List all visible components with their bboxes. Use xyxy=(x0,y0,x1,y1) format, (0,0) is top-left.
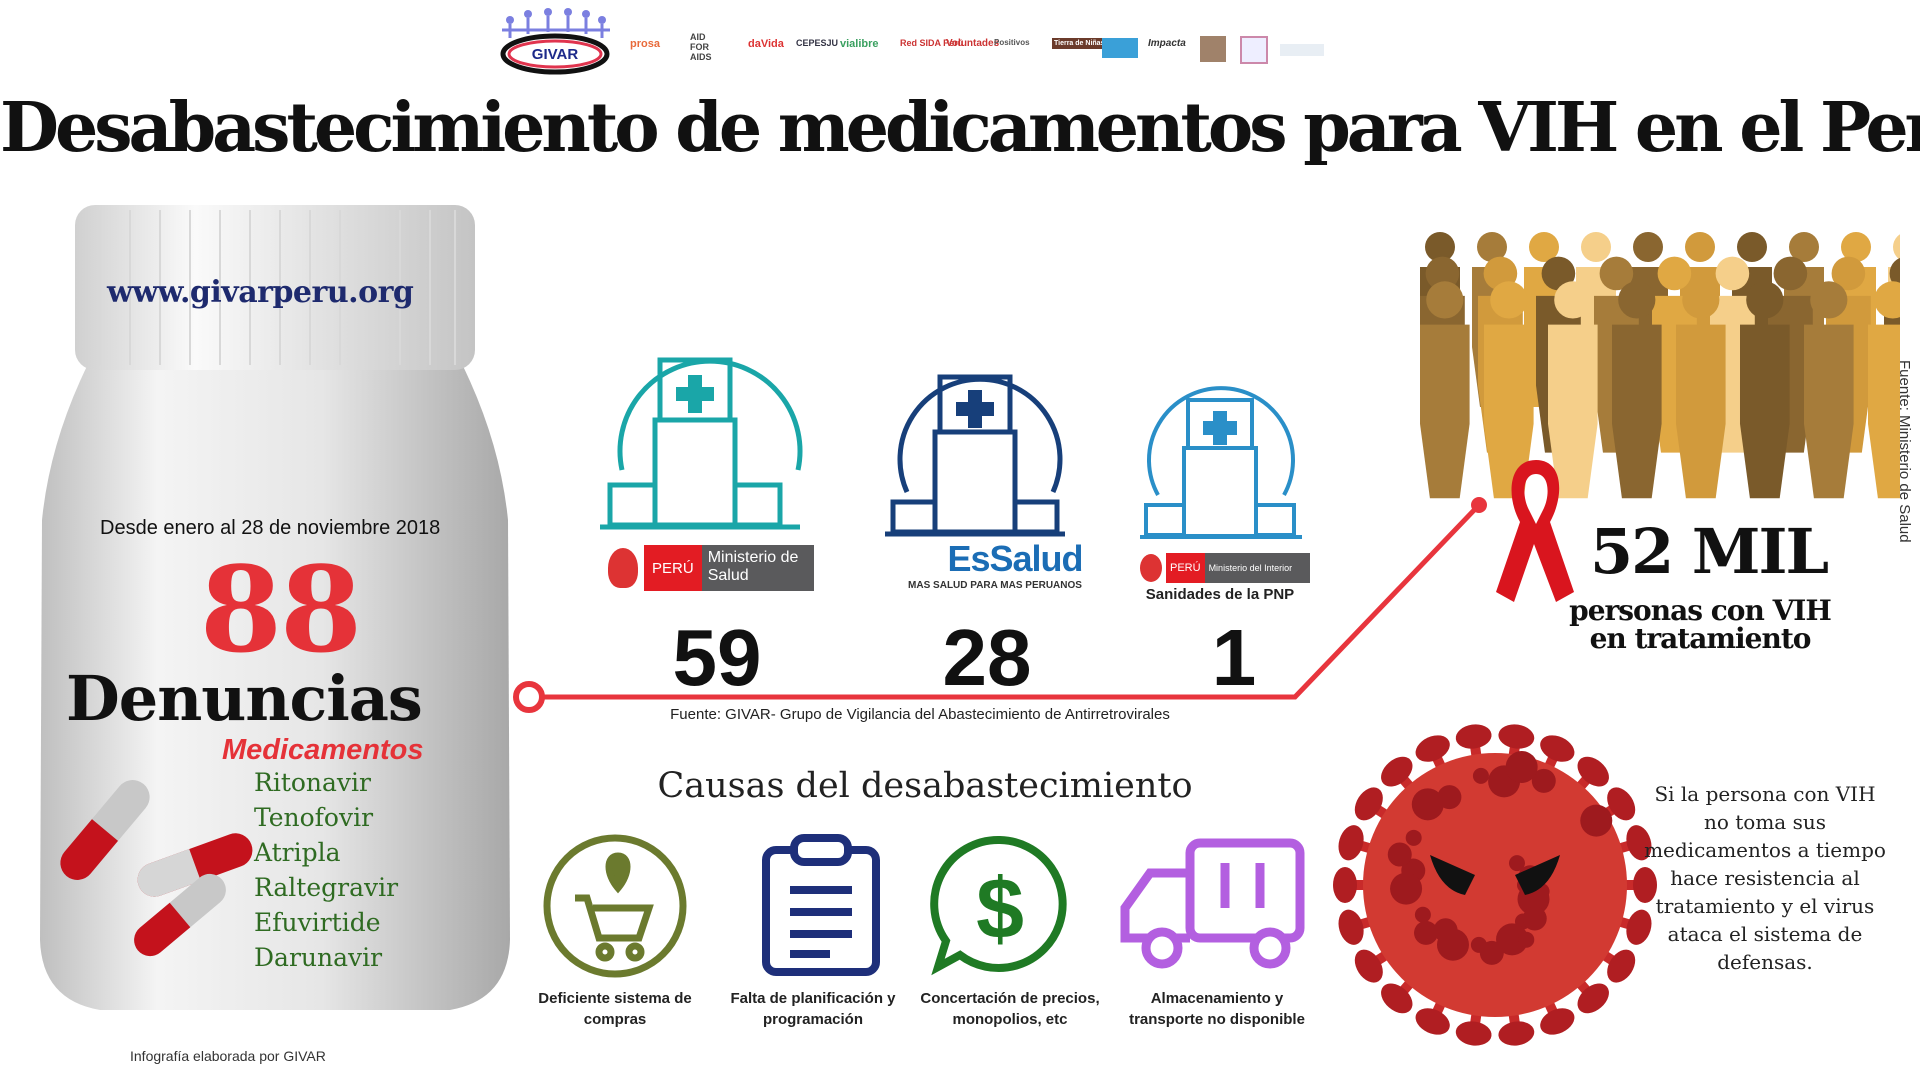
givar-logo: GIVAR xyxy=(500,8,610,75)
credit-text: Infografía elaborada por GIVAR xyxy=(130,1048,326,1064)
medication-item: Efuvirtide xyxy=(254,908,381,937)
complaints-count: 88 xyxy=(199,540,362,679)
virus-spot xyxy=(1472,767,1489,784)
truck-icon xyxy=(1120,838,1305,969)
cause-label: Falta de planificación y programación xyxy=(730,990,896,1028)
medication-item: Tenofovir xyxy=(254,803,374,832)
partner-logo: Impacta xyxy=(1148,38,1186,49)
essalud-logo: EsSalud MAS SALUD PARA MAS PERUANOS xyxy=(900,538,1090,591)
people-count: 52 MIL xyxy=(1590,515,1829,588)
hospital-icon-minsa xyxy=(600,357,803,530)
complaints-label: Denuncias xyxy=(66,662,423,735)
cause-label: Concertación de precios, monopolios, etc xyxy=(920,990,1100,1028)
virus-spot xyxy=(1414,920,1439,945)
virus-spot xyxy=(1411,788,1444,821)
person-icon xyxy=(1548,281,1598,499)
partner-logo: Positivos xyxy=(994,38,1030,47)
virus-spot xyxy=(1496,923,1529,956)
people-label: personas con VIH en tratamiento xyxy=(1550,597,1850,653)
virus-spot xyxy=(1531,768,1556,793)
causes-heading: Causas del desabastecimiento xyxy=(657,766,1193,806)
source-givar: Fuente: GIVAR- Grupo de Vigilancia del A… xyxy=(670,706,1170,723)
website-url[interactable]: www.givarperu.org xyxy=(107,275,414,310)
partner-logo xyxy=(1102,38,1138,58)
partner-logo: AID FOR AIDS xyxy=(690,32,712,62)
minsa-logo: PERÚ Ministerio de Salud xyxy=(608,545,814,591)
partner-logo xyxy=(1240,36,1268,64)
essalud-count: 28 xyxy=(942,613,1032,702)
partner-logo: prosa xyxy=(630,38,660,50)
virus-spot xyxy=(1505,750,1538,783)
source-minsa: Fuente: Ministerio de Salud xyxy=(1896,360,1913,543)
minsa-name: Ministerio de Salud xyxy=(701,545,814,591)
pills-icon xyxy=(60,780,253,957)
virus-spot xyxy=(1522,906,1547,931)
hospitals-illustration xyxy=(600,357,1302,539)
peru-coat-of-arms-icon xyxy=(1140,554,1162,582)
partner-logo: Tierra de Niñas xyxy=(1052,38,1107,49)
person-icon xyxy=(1612,281,1662,499)
essalud-tagline: MAS SALUD PARA MAS PERUANOS xyxy=(908,580,1082,591)
partner-logo xyxy=(1280,44,1324,56)
partner-logo: Voluntades xyxy=(946,38,1000,49)
causes-icons: $ xyxy=(543,834,1305,978)
mininter-name: Ministerio del Interior xyxy=(1204,553,1310,583)
peru-coat-of-arms-icon xyxy=(608,548,638,588)
pnp-count: 1 xyxy=(1211,613,1257,702)
period-text: Desde enero al 28 de noviembre 2018 xyxy=(100,517,441,539)
virus-spot xyxy=(1405,829,1422,846)
dollar-chat-icon: $ xyxy=(930,835,1067,976)
minsa-count: 59 xyxy=(672,613,762,702)
person-icon xyxy=(1676,281,1726,499)
medications-heading: Medicamentos xyxy=(222,734,424,766)
medication-item: Ritonavir xyxy=(254,768,371,797)
page-title: Desabastecimiento de medicamentos para V… xyxy=(0,88,1920,168)
red-ribbon-icon xyxy=(1496,460,1574,602)
virus-spot xyxy=(1508,855,1525,872)
medication-item: Raltegravir xyxy=(254,873,399,902)
partner-logo xyxy=(1200,36,1226,62)
people-label-line2: en tratamiento xyxy=(1589,622,1812,655)
virus-illustration xyxy=(1333,724,1657,1046)
medication-item: Atripla xyxy=(254,838,341,867)
cause-label: Almacenamiento y transporte no disponibl… xyxy=(1129,990,1305,1028)
pill-bottle-illustration xyxy=(40,205,510,1010)
hospital-icon-essalud xyxy=(885,374,1065,537)
person-icon xyxy=(1804,281,1854,499)
virus-eye xyxy=(1515,855,1560,895)
partner-logo: CEPESJU xyxy=(796,38,839,48)
warning-text: Si la persona con VIH no toma sus medica… xyxy=(1644,782,1886,974)
peru-label: PERÚ xyxy=(1166,553,1205,583)
virus-spot xyxy=(1518,931,1535,948)
shopping-cart-location-icon xyxy=(543,834,687,978)
partner-logo: daVida xyxy=(748,38,784,50)
essalud-name: EsSalud xyxy=(947,538,1083,579)
mininter-logo: PERÚ Ministerio del Interior xyxy=(1140,553,1310,583)
virus-eye xyxy=(1430,855,1475,895)
person-icon xyxy=(1868,281,1900,499)
peru-label: PERÚ xyxy=(644,545,702,591)
partner-logo: vialibre xyxy=(840,38,879,50)
person-icon xyxy=(1740,281,1790,499)
medication-item: Darunavir xyxy=(254,943,383,972)
virus-spot xyxy=(1436,928,1469,961)
givar-logo-text: GIVAR xyxy=(532,46,579,63)
person-icon xyxy=(1420,281,1470,499)
partner-logo: Red SIDA Perú xyxy=(900,38,964,48)
pnp-caption: Sanidades de la PNP xyxy=(1145,586,1295,603)
virus-spot xyxy=(1414,906,1431,923)
person-icon xyxy=(1484,281,1534,499)
virus-spot xyxy=(1580,804,1613,837)
virus-spot xyxy=(1479,940,1504,965)
virus-spot xyxy=(1387,842,1412,867)
clipboard-icon xyxy=(762,834,880,976)
people-crowd-illustration xyxy=(1420,232,1900,499)
svg-text:$: $ xyxy=(976,861,1024,957)
hospital-icon-pnp xyxy=(1140,386,1302,539)
cause-label: Deficiente sistema de compras xyxy=(538,990,692,1028)
people-label-line1: personas con VIH xyxy=(1569,594,1832,627)
virus-spot xyxy=(1390,872,1423,905)
